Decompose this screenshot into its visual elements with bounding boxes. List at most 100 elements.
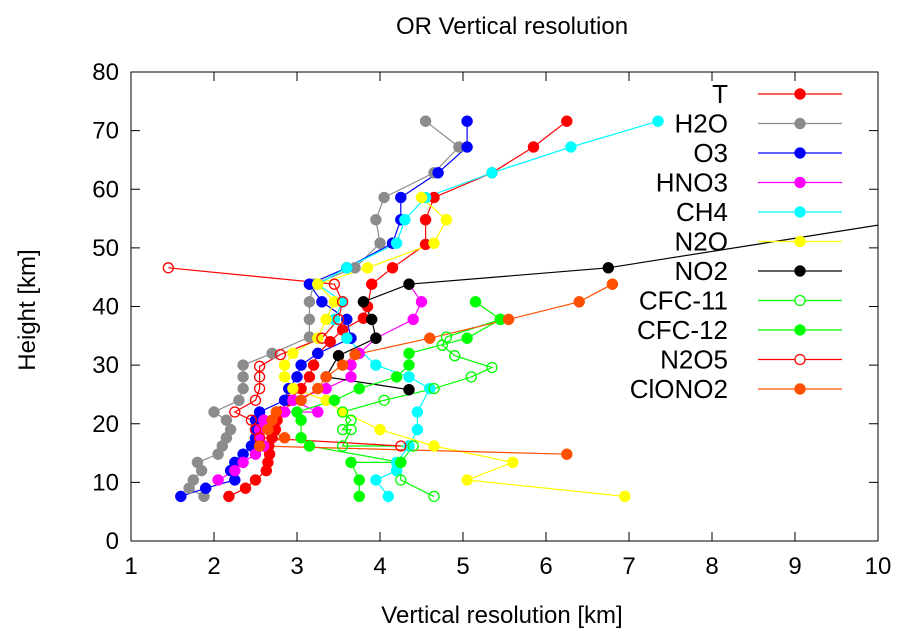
data-point-t-27 [561,115,573,127]
data-point-hno3-0 [212,474,224,486]
data-point-h2o-23 [378,191,390,204]
data-point-h2o-14 [237,359,249,371]
legend-label: T [712,79,728,109]
x-tick-label: 5 [456,553,469,580]
axis-ticks: 1 2 3 4 5 6 7 8 9 10 0 10 20 30 40 50 60 70 80 [92,59,891,580]
data-point-cfc-11-0 [428,490,440,503]
data-point-t-20 [365,278,378,290]
data-point-cfc-12-2 [345,456,357,469]
data-point-n2o-18 [415,191,428,204]
legend: TH2OO3HNO3CH4N2ONO2CFC-11CFC-12N2O5ClONO… [630,79,842,404]
data-point-cfc-12-12 [403,347,415,360]
y-tick-label: 70 [92,118,119,145]
y-tick-label: 0 [106,528,119,555]
data-point-n2o-4 [374,423,386,436]
data-point-ch4-10 [341,332,353,344]
y-tick-label: 10 [92,469,119,496]
data-point-ch4-0 [382,490,395,503]
data-point-o3-23 [395,191,407,204]
data-point-n2o-10 [287,347,299,360]
data-point-n2o-1 [461,474,473,486]
legend-item-n2o5: N2O5 [660,345,842,375]
data-point-t-13 [303,371,316,383]
data-point-clono2-7 [312,382,324,395]
legend-marker [794,383,806,395]
data-point-h2o-13 [237,371,249,383]
data-point-n2o5-8 [253,360,266,372]
legend-item-n2o: N2O [675,227,842,257]
data-point-h2o-4 [191,456,204,469]
data-point-ch4-7 [424,382,436,395]
data-point-ch4-9 [370,359,382,371]
legend-label: CFC-12 [637,315,728,345]
y-tick-label: 50 [92,235,119,262]
data-point-n2o-13 [328,296,341,308]
data-point-n2o-0 [619,490,631,503]
x-tick-label: 6 [539,553,552,580]
chart-title: OR Vertical resolution [396,13,628,40]
data-point-no2-6 [403,278,415,290]
data-point-ch4-16 [399,213,411,226]
legend-item-t: T [712,79,842,109]
data-point-ch4-5 [411,423,424,436]
series-markers [162,115,664,503]
data-point-o3-13 [291,371,303,383]
data-point-no2-3 [370,332,382,344]
data-point-ch4-1 [370,474,382,486]
data-point-n2o5-12 [336,296,349,308]
data-point-clono2-2 [278,432,291,444]
legend-label: NO2 [675,256,728,286]
x-axis-label: Vertical resolution [km] [381,602,622,629]
data-point-no2-0 [403,383,415,396]
x-tick-label: 7 [622,553,635,580]
data-point-clono2-6 [295,394,307,407]
data-point-n2o5-10 [316,332,328,344]
data-point-clono2-8 [320,371,332,383]
x-tick-label: 2 [207,553,220,580]
data-point-h2o-18 [303,296,316,308]
data-point-h2o-9 [220,414,233,426]
data-point-clono2-0 [561,448,573,460]
data-point-cfc-12-0 [353,490,366,503]
legend-marker [794,294,806,307]
x-tick-label: 4 [373,553,386,580]
data-point-n2o5-13 [328,278,341,290]
data-point-ch4-14 [341,262,353,274]
legend-label: CFC-11 [639,286,728,316]
data-point-cfc-12-1 [353,474,366,486]
data-point-n2o5-6 [253,382,266,395]
data-point-n2o5-11 [332,313,345,326]
data-point-t-21 [386,262,399,274]
data-point-cfc-12-9 [353,382,366,395]
data-point-clono2-10 [349,348,361,361]
data-point-n2o-15 [361,262,374,274]
data-point-cfc-11-1 [395,474,407,486]
data-point-cfc-11-10 [428,382,440,395]
data-point-cfc-11-11 [465,371,477,383]
data-point-o3-18 [316,296,328,308]
data-point-n2o-12 [320,313,332,326]
x-tick-label: 9 [788,553,801,580]
data-point-cfc-11-9 [378,394,390,406]
data-point-cfc-12-7 [291,406,303,418]
data-point-n2o5-7 [253,371,266,383]
data-point-no2-5 [357,296,370,308]
data-point-o3-0 [175,490,187,503]
data-point-cfc-12-11 [403,359,415,371]
data-point-cfc-11-12 [486,361,498,374]
x-tick-label: 3 [290,553,303,580]
data-point-h2o-21 [374,237,386,249]
data-point-no2-4 [365,313,378,326]
x-tick-label: 10 [865,553,892,580]
data-point-t-2 [249,474,262,486]
data-point-n2o-16 [428,237,440,249]
data-point-h2o-15 [266,347,278,360]
data-point-h2o-11 [233,394,245,407]
series-line-cfc-12 [296,301,502,497]
data-point-clono2-12 [502,313,515,326]
legend-label: HNO3 [656,168,728,198]
data-point-n2o5-14 [162,262,174,274]
data-point-cfc-11-13 [449,350,461,362]
legend-item-o3: O3 [693,138,842,168]
